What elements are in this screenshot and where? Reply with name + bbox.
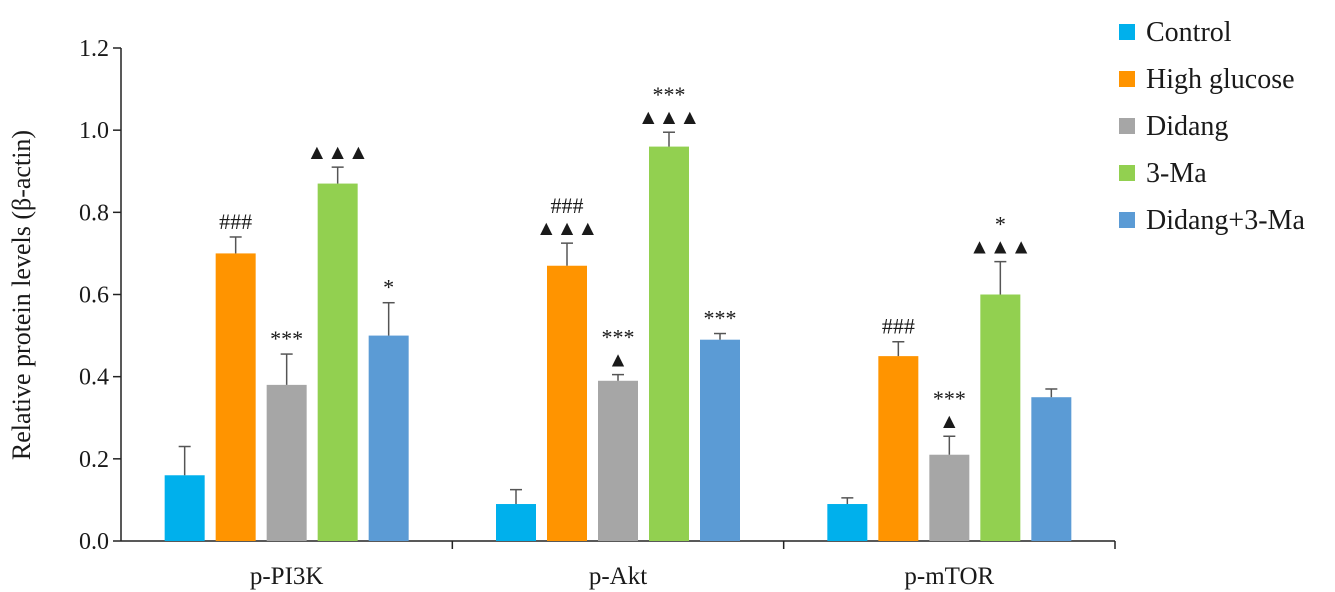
y-tick-label: 0.4	[79, 365, 109, 391]
significance-label: ###	[551, 193, 584, 218]
x-axis: p-PI3K p-Akt p-mTOR	[121, 540, 1116, 590]
significance-label: ***	[653, 82, 686, 107]
bar	[929, 454, 970, 541]
bar	[164, 475, 205, 541]
bar	[266, 384, 307, 541]
significance-label: ▲▲▲	[969, 235, 1031, 259]
bar	[496, 504, 536, 541]
legend-label: 3-Ma	[1146, 158, 1207, 189]
y-tick-label: 1.2	[79, 36, 109, 62]
significance-label: ▲▲▲	[536, 216, 598, 240]
significance-label: ###	[219, 209, 252, 234]
bars: ###***▲▲▲*▲▲▲###▲***▲▲▲****** ###▲***▲▲▲*	[164, 82, 1072, 541]
y-tick-label: 1.0	[79, 118, 109, 144]
legend-label: Didang+3-Ma	[1146, 205, 1305, 236]
y-axis: 0.0 0.2 0.4 0.6 0.8 1.0 1.2	[79, 36, 122, 555]
significance-label: ***	[933, 386, 966, 411]
significance-label: ***	[602, 325, 635, 350]
bar	[878, 356, 919, 541]
y-tick-label: 0.2	[79, 447, 109, 473]
significance-label: ▲▲▲	[638, 105, 700, 129]
significance-label: ▲	[608, 348, 629, 372]
legend-label: Didang	[1146, 111, 1228, 142]
significance-label: ▲▲▲	[306, 140, 368, 164]
significance-label: *	[383, 275, 394, 300]
bar	[700, 339, 740, 541]
significance-label: ***	[270, 326, 303, 351]
legend-swatch	[1119, 71, 1135, 87]
legend-swatch	[1119, 118, 1135, 134]
bar	[1031, 397, 1072, 541]
bar	[317, 183, 358, 541]
significance-label: *	[995, 212, 1006, 237]
significance-label: ###	[882, 314, 915, 339]
y-tick-label: 0.0	[79, 529, 109, 555]
legend-label: High glucose	[1146, 64, 1295, 95]
bar	[547, 265, 587, 541]
x-category-label: p-Akt	[589, 563, 647, 590]
legend-swatch	[1119, 165, 1135, 181]
legend-swatch	[1119, 212, 1135, 228]
legend: Control High glucose Didang 3-Ma Didang+3-Ma	[1119, 17, 1305, 236]
legend-label: Control	[1146, 17, 1232, 48]
y-axis-title: Relative protein levels (β-actin)	[7, 130, 36, 460]
bar	[980, 294, 1021, 541]
x-category-label: p-PI3K	[250, 563, 324, 590]
legend-swatch	[1119, 24, 1135, 40]
bar	[827, 504, 868, 541]
bar	[598, 380, 638, 541]
x-category-label: p-mTOR	[904, 563, 994, 590]
y-tick-label: 0.8	[79, 200, 109, 226]
bar	[368, 335, 409, 541]
significance-label: ***	[704, 306, 737, 331]
significance-label: ▲	[939, 409, 960, 433]
bar	[649, 146, 689, 541]
y-tick-label: 0.6	[79, 283, 109, 309]
bar	[215, 253, 256, 541]
